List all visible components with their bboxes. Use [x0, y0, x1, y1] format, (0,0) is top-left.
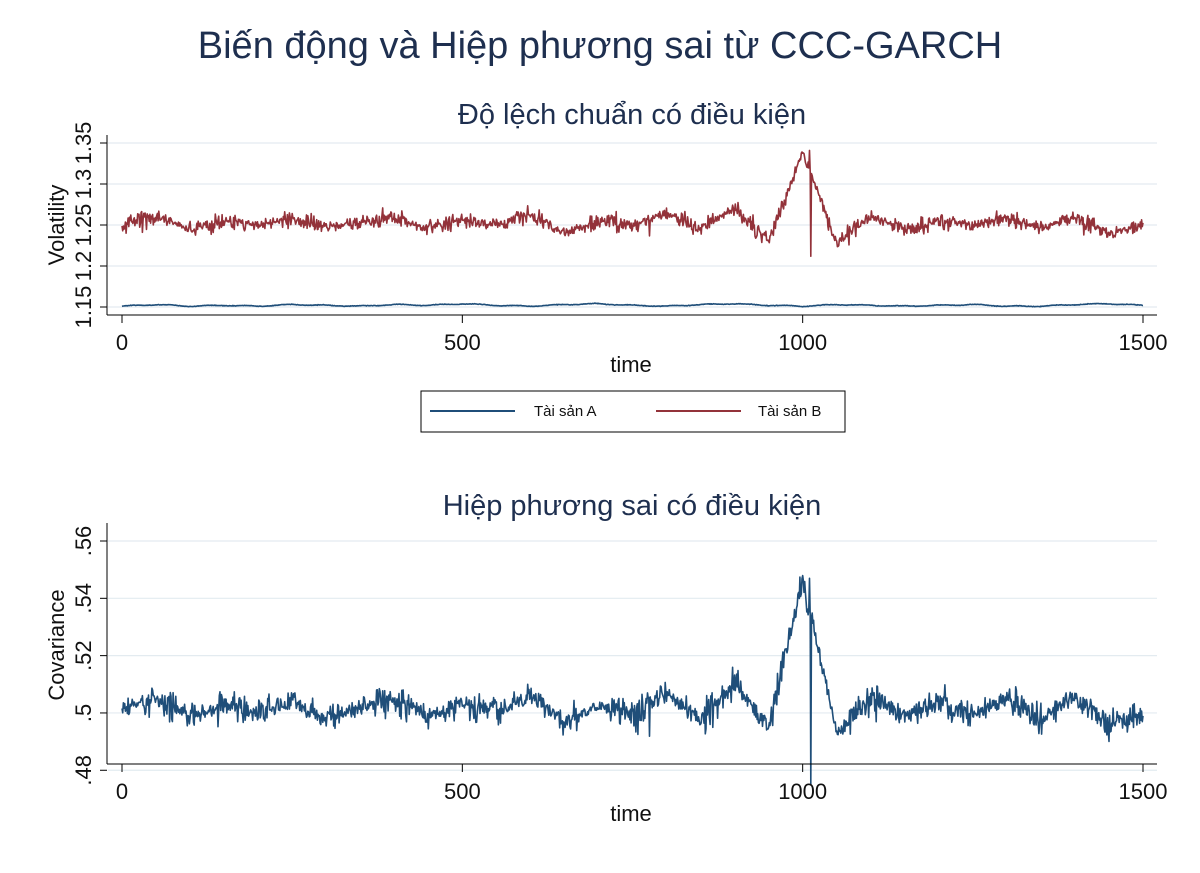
- covariance-axes: .48 .5 .52 .54 .56 0 500 1000 1500: [71, 523, 1167, 804]
- chart-title: Biến động và Hiệp phương sai từ CCC-GARC…: [198, 25, 1002, 67]
- covariance-panel: Hiệp phương sai có điều kiện .48 .5 .52 .54…: [44, 490, 1167, 826]
- volatility-axes: 1.15 1.2 1.25 1.3 1.35 0 500 1000 1500: [71, 122, 1167, 355]
- volatility-y-axis-title: Volatility: [44, 185, 69, 266]
- series-line-asset-b: [121, 149, 1144, 257]
- series-line-asset-a: [121, 302, 1144, 308]
- volatility-panel: Độ lệch chuẩn có điều kiện 1.151.21.251.…: [44, 99, 1167, 377]
- y-tick-label: 1.3: [71, 169, 96, 200]
- covariance-y-axis-title: Covariance: [44, 589, 69, 700]
- x-tick-label: 1500: [1119, 779, 1168, 804]
- legend-label-asset-a: Tài sản A: [534, 403, 597, 420]
- covariance-series-group: [121, 574, 1144, 786]
- y-tick-label: 1.2: [71, 251, 96, 282]
- volatility-panel-title: Độ lệch chuẩn có điều kiện: [458, 99, 806, 131]
- y-tick-label: .54: [71, 583, 96, 614]
- covariance-x-axis-title: time: [610, 801, 652, 826]
- x-tick-label: 1500: [1119, 330, 1168, 355]
- y-tick-label: 1.25: [71, 204, 96, 247]
- x-tick-label: 1000: [778, 779, 827, 804]
- x-tick-label: 1000: [778, 330, 827, 355]
- y-tick-label: .56: [71, 526, 96, 557]
- x-tick-label: 0: [116, 779, 128, 804]
- covariance-gridlines: [108, 540, 1157, 771]
- series-line-covariance: [121, 574, 1144, 786]
- legend: Tài sản A Tài sản B: [420, 390, 846, 433]
- y-tick-label: .52: [71, 640, 96, 671]
- volatility-x-axis-title: time: [610, 352, 652, 377]
- volatility-series-group: [121, 149, 1144, 308]
- y-tick-label: .48: [71, 755, 96, 786]
- legend-label-asset-b: Tài sản B: [758, 403, 821, 420]
- y-tick-label: 1.15: [71, 286, 96, 329]
- y-tick-label: .5: [71, 704, 96, 722]
- x-tick-label: 500: [444, 779, 481, 804]
- x-tick-label: 0: [116, 330, 128, 355]
- x-tick-label: 500: [444, 330, 481, 355]
- y-tick-label: 1.35: [71, 122, 96, 165]
- covariance-panel-title: Hiệp phương sai có điều kiện: [443, 490, 822, 522]
